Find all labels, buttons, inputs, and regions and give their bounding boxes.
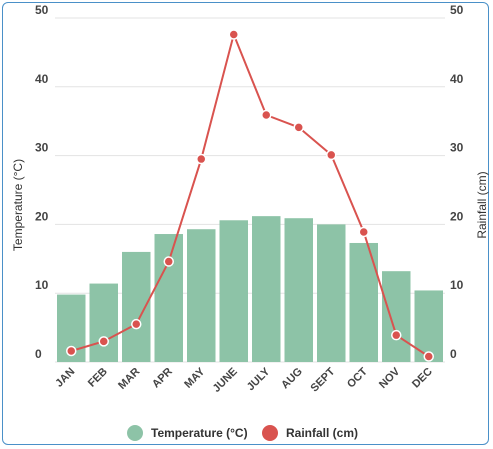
category-label: AUG: [279, 366, 305, 392]
rainfall-point[interactable]: [228, 29, 239, 40]
temperature-bar[interactable]: [252, 216, 281, 362]
category-label: NOV: [377, 365, 403, 391]
legend-temperature-swatch[interactable]: [127, 425, 143, 441]
category-label: JAN: [53, 366, 77, 390]
left-tick-label: 10: [35, 278, 49, 292]
right-tick-label: 30: [450, 141, 464, 155]
rainfall-point[interactable]: [196, 153, 207, 165]
category-label: MAY: [182, 365, 208, 391]
rainfall-point[interactable]: [423, 351, 434, 362]
rainfall-point[interactable]: [163, 256, 174, 267]
right-tick-label: 50: [450, 3, 464, 17]
left-tick-label: 30: [35, 141, 49, 155]
rainfall-point[interactable]: [293, 122, 304, 133]
right-tick-label: 40: [450, 72, 464, 86]
rainfall-point[interactable]: [391, 329, 402, 341]
temperature-bars: [57, 216, 443, 362]
right-tick-label: 10: [450, 278, 464, 292]
legend-rainfall-label[interactable]: Rainfall (cm): [286, 426, 358, 440]
legend: Temperature (°C) Rainfall (cm): [127, 425, 358, 441]
right-tick-label: 20: [450, 209, 464, 223]
rainfall-point[interactable]: [131, 318, 142, 330]
rainfall-point[interactable]: [358, 226, 369, 238]
temperature-bar[interactable]: [89, 283, 119, 362]
rainfall-line: [66, 29, 434, 362]
legend-rainfall-swatch[interactable]: [262, 425, 278, 441]
rainfall-point[interactable]: [98, 336, 109, 347]
rainfall-point[interactable]: [326, 149, 337, 161]
legend-temperature-label[interactable]: Temperature (°C): [151, 426, 248, 440]
right-tick-label: 0: [450, 347, 457, 361]
temperature-bar[interactable]: [187, 229, 216, 362]
category-label: DEC: [410, 366, 435, 391]
category-label: FEB: [86, 366, 110, 390]
rainfall-point[interactable]: [261, 109, 272, 121]
temperature-bar[interactable]: [284, 218, 314, 362]
temperature-bar[interactable]: [382, 271, 411, 362]
category-label: JUNE: [211, 366, 240, 395]
right-axis-title: Rainfall (cm): [475, 171, 489, 238]
gridlines: [55, 17, 445, 363]
left-axis-ticks: 0 10 20 30 40 50: [35, 3, 49, 361]
left-tick-label: 50: [35, 3, 49, 17]
category-label: APR: [150, 366, 175, 391]
category-label: OCT: [345, 365, 370, 390]
temperature-bar[interactable]: [154, 234, 184, 362]
left-axis-title: Temperature (°C): [11, 159, 25, 251]
category-labels: JAN FEB MAR APR MAY JUNE JULY AUG SEPT OCT NOV DEC: [53, 365, 435, 395]
category-label: SEPT: [309, 365, 338, 394]
left-tick-label: 20: [35, 209, 49, 223]
temperature-bar[interactable]: [317, 224, 346, 362]
category-label: MAR: [116, 366, 142, 392]
rainfall-series-line: [70, 31, 430, 358]
right-axis-ticks: 0 10 20 30 40 50: [450, 3, 464, 361]
left-tick-label: 0: [35, 347, 42, 361]
rainfall-point[interactable]: [66, 345, 77, 357]
category-label: JULY: [245, 365, 273, 393]
left-tick-label: 40: [35, 72, 49, 86]
temperature-bar[interactable]: [219, 220, 249, 362]
